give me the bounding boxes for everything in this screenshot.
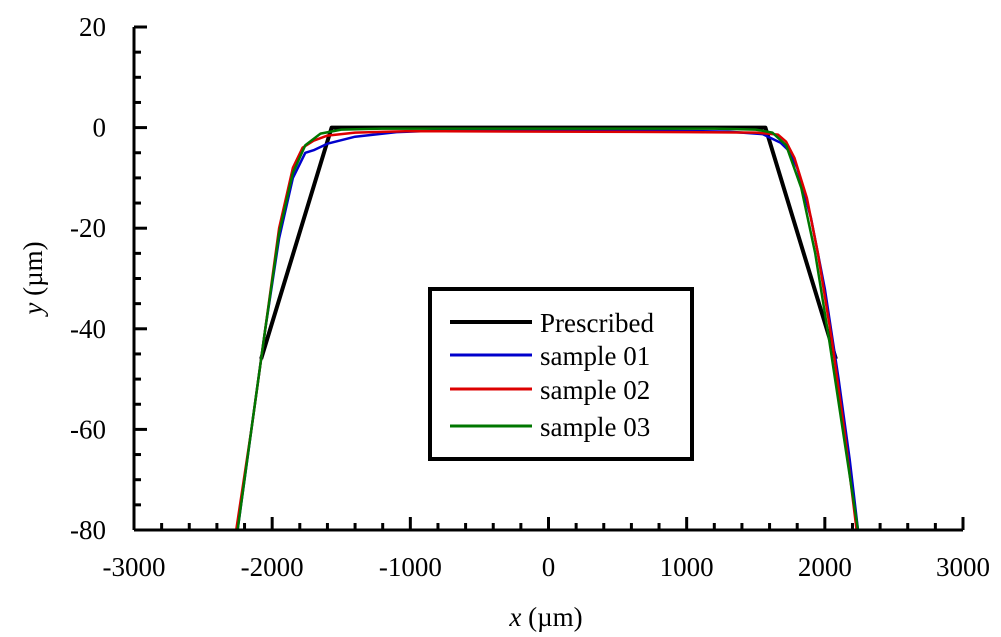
x-tick-label: -2000: [241, 552, 304, 582]
x-tick-label: -1000: [379, 552, 442, 582]
y-tick-label: 0: [93, 113, 107, 143]
legend-label-sample-03: sample 03: [540, 412, 650, 442]
y-tick-label: -20: [70, 213, 106, 243]
x-axis-title: x (µm): [508, 602, 582, 632]
legend-label-prescribed: Prescribed: [540, 308, 654, 338]
legend-box: [428, 287, 694, 461]
series-layer: [234, 125, 860, 530]
x-tick-label: 3000: [936, 552, 990, 582]
x-tick-label: 2000: [798, 552, 852, 582]
legend: Prescribed sample 01 sample 02 sample 03: [428, 287, 694, 461]
x-tick-label: 0: [542, 552, 556, 582]
series-line-sample-03: [236, 127, 860, 530]
y-tick-label: -40: [70, 314, 106, 344]
y-tick-label: -80: [70, 515, 106, 545]
y-axis-title: y (µm): [18, 241, 48, 317]
x-tick-label: 1000: [660, 552, 714, 582]
legend-label-sample-01: sample 01: [540, 341, 650, 371]
y-tick-label: 20: [79, 12, 106, 42]
legend-label-sample-02: sample 02: [540, 375, 650, 405]
y-tick-label: -60: [70, 414, 106, 444]
axes-layer: -3000 -2000 -1000 0 1000 2000 3000 -80 -60 -40 -20…: [70, 12, 990, 582]
x-tick-label: -3000: [103, 552, 166, 582]
